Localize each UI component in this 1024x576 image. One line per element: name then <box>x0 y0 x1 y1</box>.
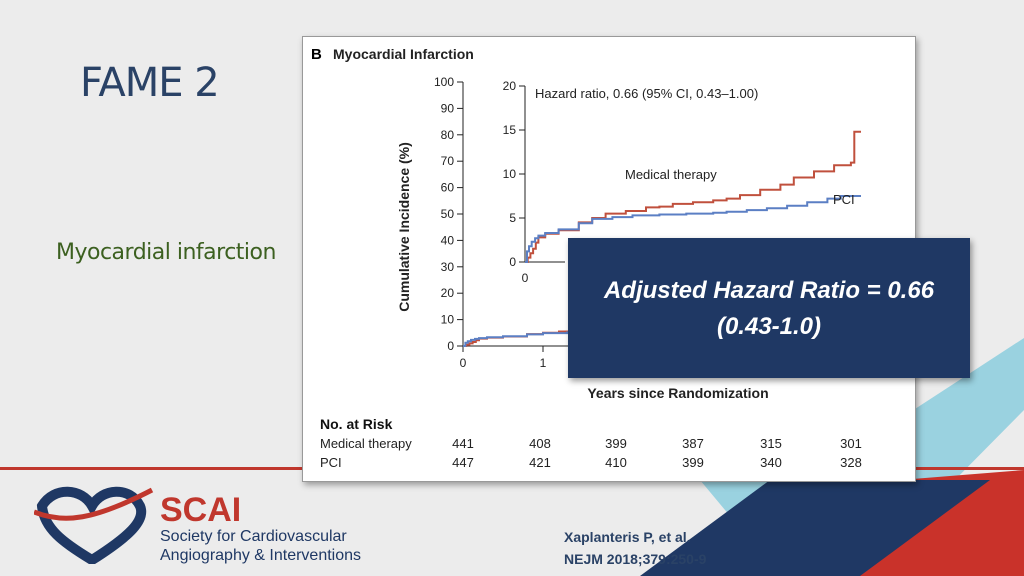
y-axis-label: Cumulative Incidence (%) <box>396 142 412 312</box>
hazard-ratio-callout: Adjusted Hazard Ratio = 0.66 (0.43-1.0) <box>568 238 970 378</box>
risk-table-cell: 410 <box>605 455 627 470</box>
risk-table-cell: 340 <box>760 455 782 470</box>
risk-table-cell: 387 <box>682 436 704 451</box>
main-y-tick-label: 50 <box>441 207 455 221</box>
risk-table-cell: 399 <box>682 455 704 470</box>
inset-axes: 0 5 10 15 20 0 <box>503 79 565 285</box>
risk-table: Medical therapy 441 408 399 387 315 301 PCI 447 4… <box>320 436 862 470</box>
inset-series-medical <box>525 130 861 263</box>
slide-title: FAME 2 <box>80 60 220 106</box>
organization-name: SCAI <box>160 491 242 529</box>
risk-table-cell: 315 <box>760 436 782 451</box>
risk-row-label: Medical therapy <box>320 436 412 451</box>
inset-y-tick-label: 10 <box>503 167 517 181</box>
risk-table-cell: 421 <box>529 455 551 470</box>
callout-line-2: (0.43-1.0) <box>716 313 822 340</box>
callout-line-1: Adjusted Hazard Ratio = 0.66 <box>603 277 935 304</box>
risk-table-cell: 408 <box>529 436 551 451</box>
main-y-tick-label: 40 <box>441 233 455 247</box>
x-axis-label: Years since Randomization <box>587 385 768 401</box>
inset-y-tick-label: 20 <box>503 79 517 93</box>
scai-logo-icon <box>34 486 154 564</box>
risk-row-label: PCI <box>320 455 342 470</box>
citation: Xaplanteris P, et al. NEJM 2018;379:250-… <box>564 526 706 570</box>
main-y-tick-label: 60 <box>441 181 455 195</box>
main-y-tick-label: 20 <box>441 286 455 300</box>
slide-subtitle: Myocardial infarction <box>56 240 276 265</box>
organization-full-line-1: Society for Cardiovascular <box>160 528 347 545</box>
main-x-tick-label: 1 <box>540 356 547 370</box>
organization-full-line-2: Angiography & Interventions <box>160 547 362 564</box>
main-y-tick-label: 10 <box>441 313 455 327</box>
citation-line-2: NEJM 2018;379:250-9 <box>564 551 707 567</box>
inset-annotation: Hazard ratio, 0.66 (95% CI, 0.43–1.00) <box>535 86 758 101</box>
km-chart: B Myocardial Infarction Cumulative Incid… <box>311 46 863 470</box>
risk-table-cell: 328 <box>840 455 862 470</box>
chart-title: Myocardial Infarction <box>333 46 474 62</box>
panel-label: B <box>311 46 322 63</box>
risk-table-cell: 301 <box>840 436 862 451</box>
inset-y-tick-label: 0 <box>509 255 516 269</box>
main-y-tick-label: 70 <box>441 154 455 168</box>
organization-block: SCAI Society for Cardiovascular Angiogra… <box>160 493 361 565</box>
decor-navy-stripe <box>640 480 990 576</box>
main-y-tick-label: 90 <box>441 101 455 115</box>
series-label-medical: Medical therapy <box>625 167 717 182</box>
risk-table-cell: 447 <box>452 455 474 470</box>
inset-x-tick-label: 0 <box>522 271 529 285</box>
main-x-tick-label: 0 <box>460 356 467 370</box>
inset-series-pci <box>525 195 861 263</box>
inset-y-tick-label: 5 <box>509 211 516 225</box>
risk-table-cell: 399 <box>605 436 627 451</box>
series-label-pci: PCI <box>833 192 855 207</box>
main-y-tick-label: 0 <box>447 339 454 353</box>
main-y-tick-label: 80 <box>441 128 455 142</box>
risk-table-cell: 441 <box>452 436 474 451</box>
risk-table-heading: No. at Risk <box>320 416 393 432</box>
citation-line-1: Xaplanteris P, et al. <box>564 529 691 545</box>
inset-y-tick-label: 15 <box>503 123 517 137</box>
main-y-tick-label: 30 <box>441 260 455 274</box>
main-y-tick-label: 100 <box>434 75 454 89</box>
